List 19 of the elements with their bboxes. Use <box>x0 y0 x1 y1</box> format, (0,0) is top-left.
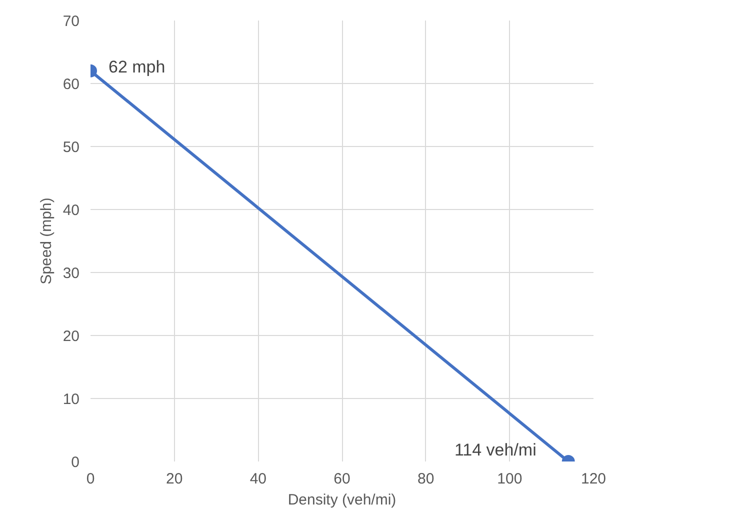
x-tick-label: 80 <box>417 470 434 488</box>
y-tick-label: 30 <box>62 265 80 282</box>
x-tick-label: 0 <box>86 470 95 488</box>
x-tick-label: 100 <box>497 470 522 488</box>
y-tick-label: 60 <box>62 76 80 93</box>
x-tick-label: 40 <box>250 470 267 488</box>
y-tick-label: 20 <box>62 328 80 345</box>
y-tick-label: 50 <box>62 139 80 156</box>
y-tick-label: 40 <box>62 202 80 219</box>
annotation: 114 veh/mi <box>454 440 536 460</box>
x-tick-label: 120 <box>580 470 606 488</box>
y-tick-label: 70 <box>62 13 80 30</box>
x-axis-title: Density (veh/mi) <box>288 492 396 508</box>
y-tick-label: 0 <box>71 454 80 471</box>
annotation: 62 mph <box>108 57 166 76</box>
x-tick-label: 60 <box>334 470 350 488</box>
y-axis-title: Speed (mph) <box>38 198 55 284</box>
x-tick-label: 20 <box>166 470 183 488</box>
y-tick-label: 10 <box>62 391 80 408</box>
